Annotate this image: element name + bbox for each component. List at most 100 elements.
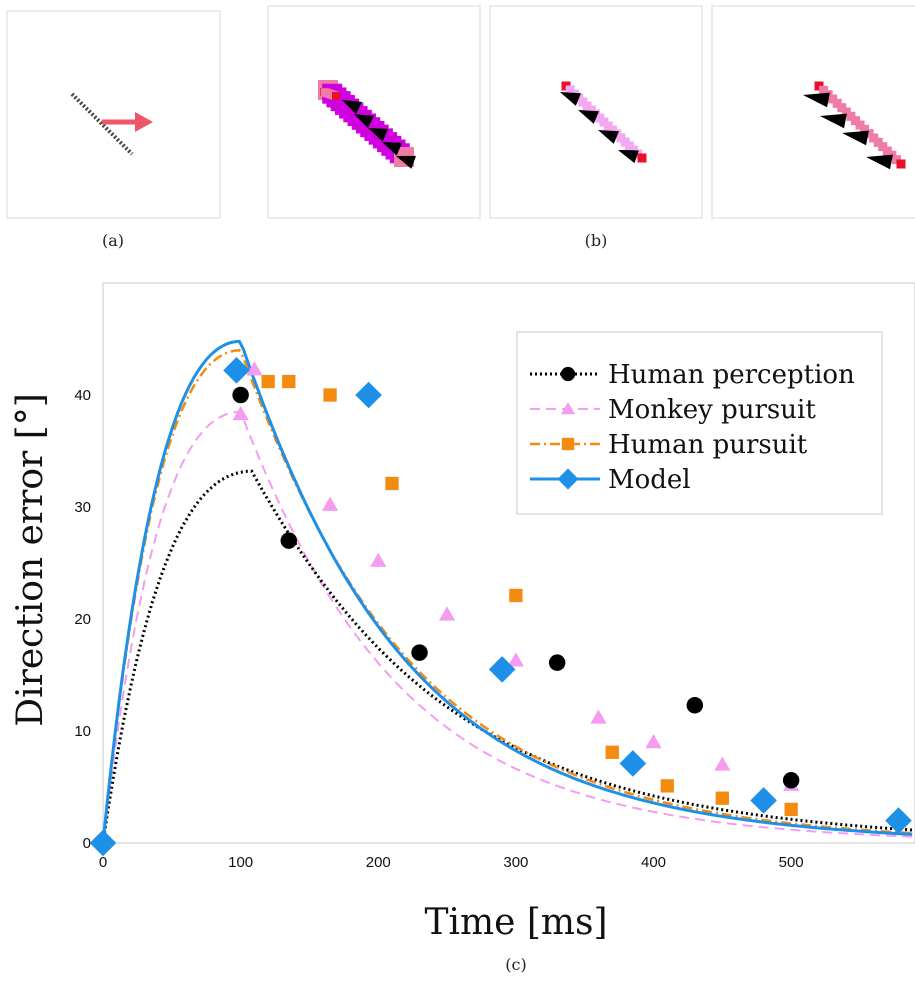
flow-pixel (819, 85, 829, 95)
data-point (411, 644, 428, 661)
data-point (715, 791, 729, 805)
panel-b-frame-3 (711, 5, 915, 219)
flow-pixel (855, 120, 865, 130)
data-point (488, 656, 516, 683)
data-point (784, 802, 798, 817)
flow-field-1 (318, 80, 416, 169)
panel-a-frame (6, 10, 221, 219)
flow-pixel (846, 111, 856, 121)
data-point (645, 734, 662, 749)
chart: 0 10 20 30 40 0 100 200 300 400 500 Direction err… (10, 282, 915, 974)
legend-marker (560, 401, 576, 415)
caption-a: (a) (102, 231, 124, 250)
x-axis-label: Time [ms] (424, 902, 607, 943)
legend-marker (557, 468, 579, 490)
flow-pixel (841, 107, 851, 117)
flow-vector-arrow (368, 128, 388, 142)
data-point (370, 552, 387, 567)
data-point (232, 405, 249, 421)
data-point (223, 357, 250, 384)
flow-pixel (332, 92, 340, 100)
flow-pixel (850, 116, 860, 126)
data-point (89, 829, 117, 857)
flow-pixel (860, 124, 870, 134)
data-point (282, 374, 296, 389)
caption-b: (b) (585, 231, 608, 250)
data-point (885, 807, 912, 834)
x-tick-label: 500 (779, 854, 804, 871)
flow-vector-arrow (354, 114, 374, 129)
flow-vector-arrow (842, 130, 869, 146)
legend-items: Human perception Monkey pursuit Human purs… (530, 360, 855, 495)
flow-pixel (828, 94, 838, 104)
data-point (246, 361, 263, 376)
y-tick-label: 0 (83, 835, 91, 852)
data-point (605, 745, 619, 759)
x-tick-label: 200 (366, 854, 391, 871)
legend-label: Human perception (608, 360, 855, 390)
data-point (355, 381, 382, 409)
flow-pixel (882, 146, 892, 156)
flow-vector-arrow (382, 142, 402, 156)
data-point (321, 496, 339, 511)
flow-pixel (864, 129, 874, 139)
flow-vector-arrow (803, 92, 830, 108)
x-tick-label: 100 (228, 854, 253, 871)
motion-arrow-head (135, 112, 153, 132)
y-tick-label: 30 (74, 499, 91, 516)
y-tick-label: 10 (74, 723, 91, 740)
flow-pixel (873, 137, 883, 147)
x-tick-label: 300 (503, 854, 528, 871)
flow-vector-arrow (820, 113, 847, 129)
data-point (548, 654, 566, 671)
fit-curve-model (101, 339, 913, 844)
data-point (590, 709, 607, 724)
y-axis-label: Direction error [°] (10, 393, 51, 726)
data-point (750, 787, 777, 814)
data-point (385, 476, 399, 491)
x-ticks: 0 100 200 300 400 500 (99, 854, 804, 871)
data-point (714, 756, 731, 771)
data-point (686, 696, 704, 714)
panel-b: (b) (267, 5, 915, 250)
y-ticks: 0 10 20 30 40 (74, 387, 91, 852)
legend-label: Model (608, 465, 691, 495)
flow-pixel (814, 81, 824, 91)
data-point (232, 386, 249, 404)
x-tick-label: 0 (99, 854, 107, 871)
panel-b-frame-1 (267, 5, 481, 219)
fit-curve-human-perception (101, 469, 913, 844)
y-tick-label: 40 (74, 387, 91, 404)
panel-a: (a) (6, 10, 221, 250)
legend-label: Monkey pursuit (608, 395, 816, 425)
legend-marker (561, 437, 575, 451)
flow-vector-arrow (866, 154, 893, 170)
data-point (323, 388, 337, 402)
flow-vector-arrow (560, 92, 581, 106)
legend-marker (560, 366, 576, 382)
flow-vector-arrow (578, 110, 599, 124)
data-point (261, 374, 275, 389)
x-tick-label: 400 (641, 854, 666, 871)
data-markers (89, 357, 912, 857)
flow-pixel (837, 103, 847, 113)
flow-pixel (832, 98, 842, 108)
flow-vector-arrow (396, 155, 416, 169)
y-tick-label: 20 (74, 611, 91, 628)
legend: Human perception Monkey pursuit Human purs… (516, 331, 883, 515)
flow-pixel (891, 155, 901, 165)
flow-field-2 (560, 81, 647, 164)
data-point (660, 779, 674, 793)
data-point (507, 652, 524, 667)
legend-label: Human pursuit (608, 430, 808, 460)
flow-pixel (878, 142, 888, 152)
data-point (438, 606, 456, 621)
flow-pixel (637, 153, 647, 163)
data-point (619, 750, 647, 777)
flow-vector-arrow (598, 130, 619, 144)
data-point (509, 588, 523, 603)
flow-pixel (869, 133, 879, 143)
data-point (280, 532, 298, 549)
flow-field-3 (803, 81, 906, 170)
